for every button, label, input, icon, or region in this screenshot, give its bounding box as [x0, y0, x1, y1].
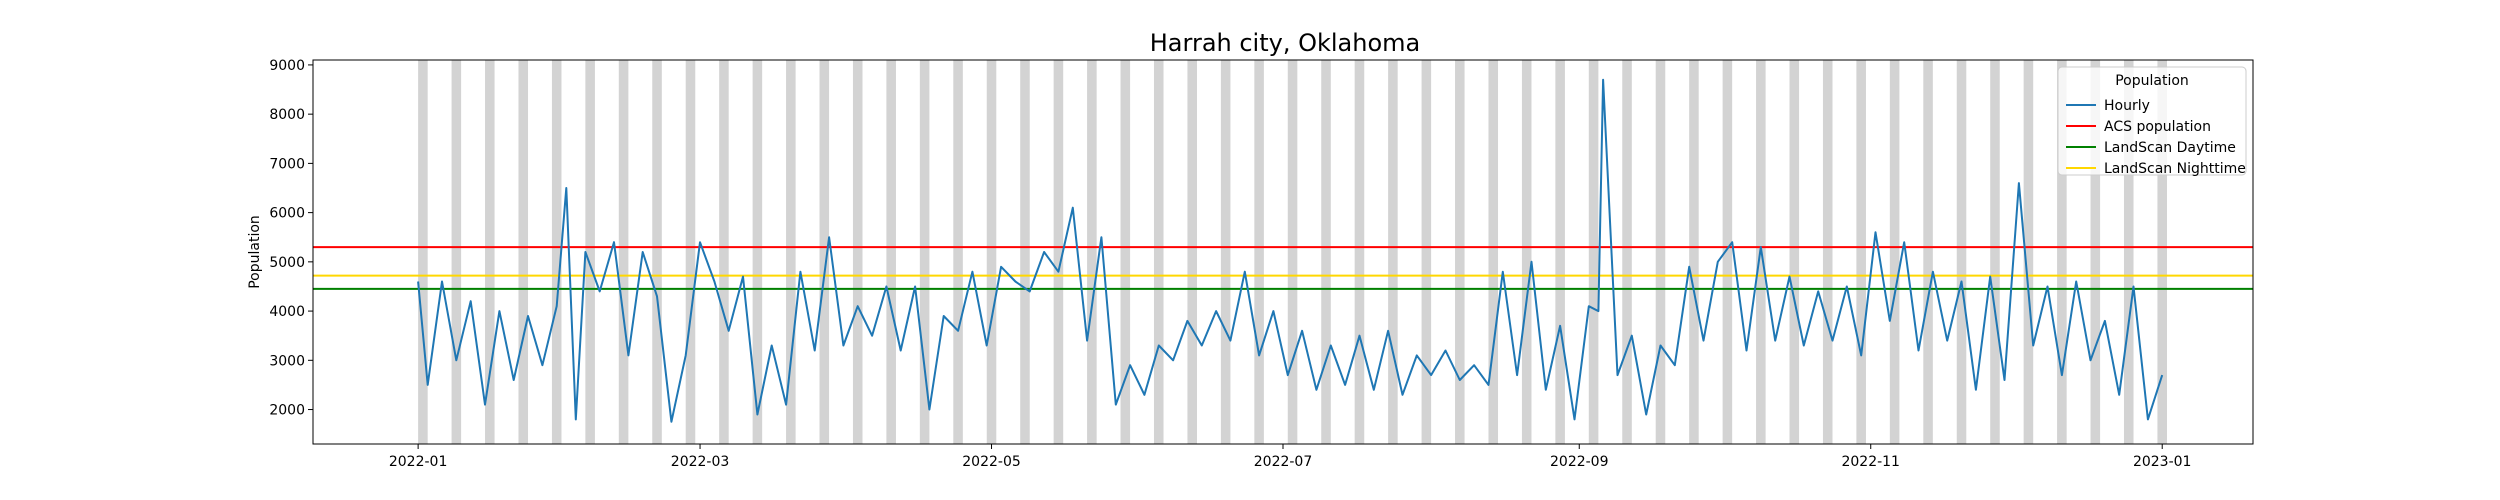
x-axis: 2022-01 2022-03 2022-05 2022-07 2022-09 2022-… — [389, 444, 2192, 470]
weekend-band — [1187, 60, 1197, 444]
weekend-band — [1254, 60, 1264, 444]
weekend-band — [551, 60, 562, 444]
weekend-band — [2057, 60, 2067, 444]
weekend-band — [786, 60, 796, 444]
weekend-band — [1990, 60, 2000, 444]
x-tick-label: 2023-01 — [2133, 454, 2192, 470]
weekend-band — [685, 60, 696, 444]
weekend-band — [1622, 60, 1632, 444]
weekend-band — [1555, 60, 1565, 444]
weekend-band — [1822, 60, 1833, 444]
legend-box — [2057, 66, 2247, 176]
legend-entry-label: LandScan Nighttime — [2104, 161, 2246, 177]
weekend-band — [1588, 60, 1599, 444]
weekend-band — [1789, 60, 1800, 444]
weekend-band — [652, 60, 662, 444]
weekend-band — [585, 60, 595, 444]
weekend-band — [719, 60, 729, 444]
weekend-band — [1053, 60, 1064, 444]
weekend-band — [1455, 60, 1465, 444]
x-tick-label: 2022-07 — [1254, 454, 1313, 470]
weekend-band — [1087, 60, 1097, 444]
y-tick-label: 5000 — [269, 255, 305, 271]
weekend-band — [1655, 60, 1666, 444]
weekend-band — [819, 60, 830, 444]
series-line-hourly — [417, 78, 2164, 423]
weekend-band — [1488, 60, 1499, 444]
y-axis: 2000 3000 4000 5000 6000 7000 8000 9000 — [269, 58, 313, 419]
weekend-band — [752, 60, 763, 444]
weekend-band — [1689, 60, 1699, 444]
weekend-band — [1153, 60, 1164, 444]
weekend-band — [2123, 60, 2134, 444]
weekend-band — [1889, 60, 1900, 444]
weekend-band — [2023, 60, 2034, 444]
x-tick-label: 2022-09 — [1550, 454, 1609, 470]
weekend-band — [2157, 60, 2167, 444]
weekend-band — [418, 60, 428, 444]
weekend-band — [1220, 60, 1231, 444]
weekend-band — [1321, 60, 1331, 444]
legend-entry-label: ACS population — [2104, 119, 2211, 135]
x-tick-label: 2022-11 — [1841, 454, 1900, 470]
chart-title: Harrah city, Oklahoma — [1150, 29, 1421, 57]
weekend-band — [1923, 60, 1933, 444]
weekend-band — [986, 60, 997, 444]
weekend-band — [485, 60, 495, 444]
legend: Population Hourly ACS population LandScan … — [2057, 66, 2247, 177]
weekend-band — [852, 60, 863, 444]
y-tick-label: 3000 — [269, 353, 305, 369]
plot-area — [312, 59, 2254, 445]
x-tick-label: 2022-01 — [389, 454, 448, 470]
legend-entry-label: Hourly — [2104, 98, 2150, 114]
weekend-band — [451, 60, 462, 444]
y-tick-label: 6000 — [269, 206, 305, 222]
weekend-band — [953, 60, 963, 444]
weekend-band — [618, 60, 629, 444]
series-layer — [417, 78, 2164, 423]
y-tick-label: 7000 — [269, 156, 305, 172]
y-axis-label: Population — [247, 215, 263, 289]
weekend-band — [1287, 60, 1298, 444]
weekend-band — [1120, 60, 1131, 444]
weekend-band — [1354, 60, 1365, 444]
weekend-band — [1020, 60, 1030, 444]
y-tick-label: 8000 — [269, 107, 305, 123]
weekend-band — [2090, 60, 2101, 444]
weekend-band — [919, 60, 930, 444]
y-tick-label: 2000 — [269, 403, 305, 419]
weekend-band — [1722, 60, 1733, 444]
weekend-band — [1956, 60, 1967, 444]
x-tick-label: 2022-03 — [671, 454, 730, 470]
weekend-band — [886, 60, 896, 444]
x-tick-label: 2022-05 — [962, 454, 1021, 470]
weekend-band — [1856, 60, 1866, 444]
legend-entry-label: LandScan Daytime — [2104, 140, 2236, 156]
weekend-band — [1388, 60, 1398, 444]
y-tick-label: 9000 — [269, 58, 305, 74]
weekend-band — [1521, 60, 1532, 444]
y-tick-label: 4000 — [269, 304, 305, 320]
weekend-band — [518, 60, 529, 444]
legend-title: Population — [2115, 73, 2189, 89]
weekend-band — [1421, 60, 1432, 444]
